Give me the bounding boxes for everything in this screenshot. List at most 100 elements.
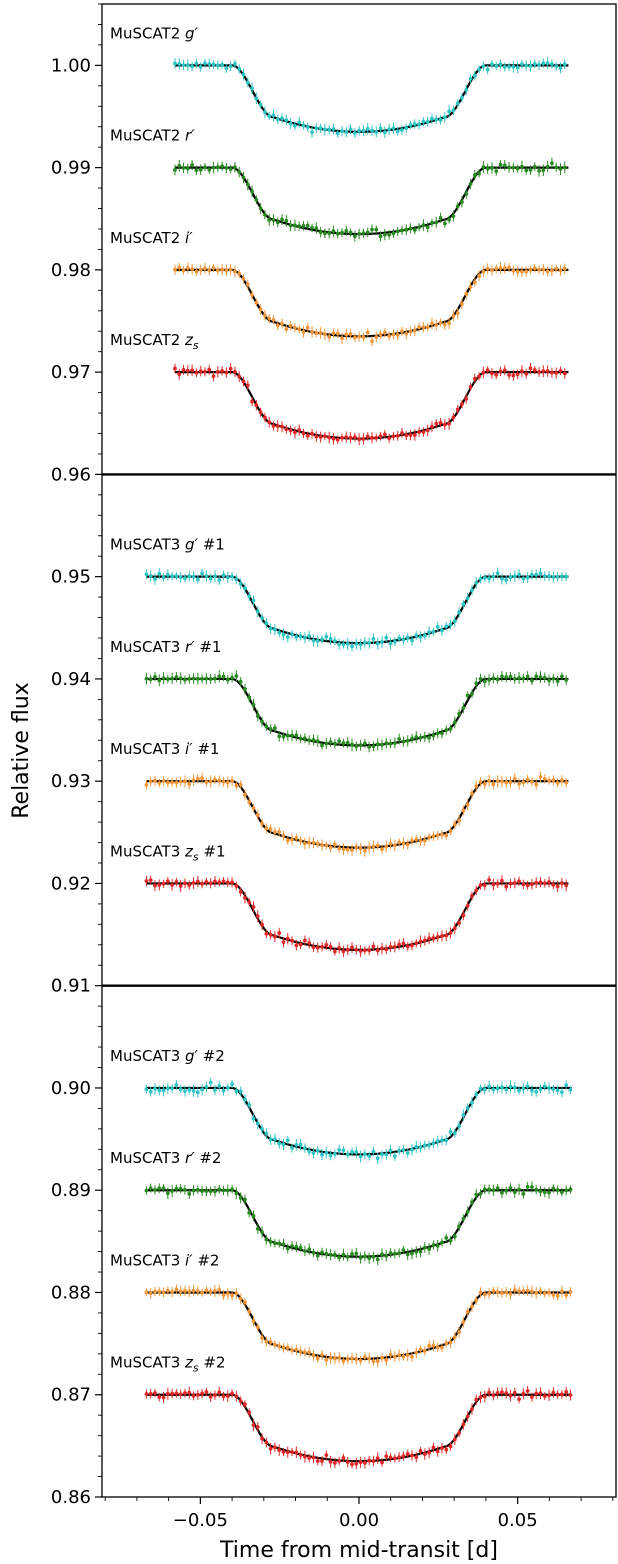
- data-point: [352, 435, 357, 440]
- data-point: [418, 1249, 423, 1254]
- data-point: [224, 370, 229, 375]
- data-point: [327, 435, 332, 440]
- data-point: [422, 633, 427, 638]
- data-point: [250, 86, 254, 91]
- data-point: [318, 126, 323, 131]
- data-point: [243, 792, 247, 797]
- data-point: [422, 1245, 427, 1250]
- data-point: [224, 165, 229, 170]
- data-point: [401, 1454, 406, 1458]
- data-point: [200, 1290, 205, 1295]
- data-point: [233, 61, 237, 66]
- y-tick-label: 0.99: [51, 158, 91, 179]
- data-point: [482, 575, 487, 580]
- data-point: [521, 1391, 526, 1396]
- series-points: [173, 262, 567, 347]
- data-point: [560, 881, 564, 886]
- data-point: [438, 320, 443, 325]
- data-point: [470, 791, 474, 796]
- data-point: [384, 741, 389, 746]
- data-point: [367, 745, 372, 749]
- data-point: [254, 197, 259, 202]
- data-point: [177, 372, 182, 377]
- data-point: [525, 1084, 530, 1089]
- series-label-tag: #2: [193, 1251, 220, 1269]
- x-axis: −0.05 0.00 0.05: [104, 1497, 614, 1531]
- data-point: [452, 1335, 457, 1340]
- data-point: [542, 776, 547, 781]
- data-point: [517, 572, 521, 577]
- data-point: [264, 931, 269, 936]
- data-point: [350, 1252, 354, 1256]
- data-point: [470, 1100, 474, 1105]
- data-point: [341, 1456, 346, 1460]
- data-point: [207, 268, 212, 273]
- data-point: [384, 947, 389, 952]
- data-point: [178, 1289, 183, 1294]
- data-point: [440, 1446, 444, 1451]
- data-point: [318, 230, 323, 235]
- data-point: [455, 311, 460, 316]
- data-point: [537, 63, 541, 67]
- data-point: [230, 1082, 234, 1086]
- data-point: [350, 644, 354, 649]
- data-point: [547, 678, 551, 683]
- data-point: [225, 1085, 230, 1090]
- data-point: [331, 127, 336, 131]
- data-point: [365, 230, 370, 235]
- data-point: [285, 1138, 290, 1143]
- data-point: [388, 1455, 393, 1460]
- data-point: [191, 1393, 196, 1398]
- data-point: [554, 266, 559, 271]
- data-point: [217, 880, 222, 885]
- data-point: [200, 1189, 205, 1193]
- data-point: [405, 1252, 410, 1257]
- series-label-instrument: MuSCAT3: [110, 842, 185, 860]
- data-point: [490, 371, 494, 376]
- data-point: [275, 424, 280, 429]
- data-point: [328, 1459, 333, 1464]
- data-point: [224, 268, 229, 273]
- data-point: [491, 1393, 496, 1398]
- data-point: [397, 942, 402, 947]
- data-point: [461, 1422, 466, 1427]
- data-point: [230, 778, 234, 783]
- data-point: [555, 884, 560, 889]
- data-point: [481, 370, 486, 375]
- data-point: [298, 1349, 303, 1354]
- data-point: [524, 168, 529, 173]
- data-point: [328, 1356, 333, 1360]
- data-point: [365, 434, 370, 439]
- data-point: [382, 432, 387, 437]
- series-label-band: r′: [185, 127, 195, 145]
- data-point: [200, 881, 205, 886]
- data-point: [472, 280, 477, 285]
- data-point: [397, 1251, 402, 1255]
- data-point: [478, 779, 483, 784]
- data-point: [264, 1440, 269, 1445]
- data-point: [324, 1150, 329, 1155]
- data-point: [495, 779, 500, 784]
- data-point: [380, 1355, 384, 1360]
- data-point: [215, 370, 220, 374]
- data-point: [153, 1086, 157, 1091]
- data-point: [230, 675, 234, 680]
- data-point: [305, 325, 310, 330]
- data-point: [341, 847, 346, 852]
- data-point: [461, 1113, 466, 1117]
- data-point: [500, 1190, 504, 1195]
- data-point: [315, 739, 320, 744]
- data-point: [365, 126, 370, 131]
- data-point: [491, 1087, 496, 1092]
- data-point: [464, 292, 469, 296]
- data-point: [397, 1148, 402, 1153]
- data-point: [521, 780, 526, 785]
- data-point: [341, 741, 346, 745]
- data-point: [412, 122, 417, 126]
- data-point: [328, 944, 333, 949]
- data-point: [481, 64, 486, 69]
- data-point: [367, 1154, 372, 1158]
- data-point: [198, 267, 203, 272]
- data-point: [521, 1191, 526, 1196]
- data-point: [230, 1187, 234, 1192]
